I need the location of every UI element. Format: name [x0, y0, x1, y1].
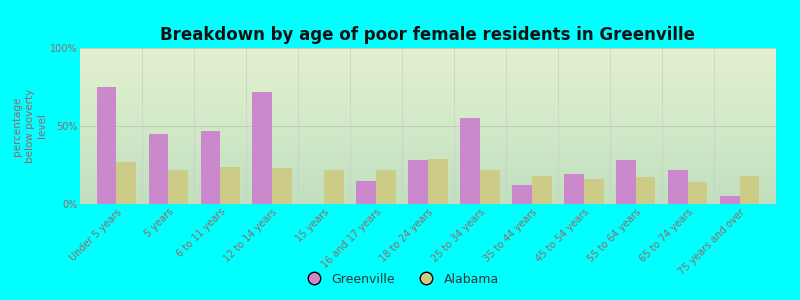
Bar	[324, 170, 344, 204]
Bar	[97, 87, 116, 204]
Bar	[253, 92, 272, 204]
Bar	[668, 170, 688, 204]
Bar	[149, 134, 168, 204]
Bar	[356, 181, 376, 204]
Bar	[584, 179, 603, 204]
Bar	[376, 170, 396, 204]
Bar	[272, 168, 292, 204]
Bar	[636, 178, 655, 204]
Bar	[740, 176, 759, 204]
Bar	[688, 182, 707, 204]
Bar	[408, 160, 428, 204]
Bar	[564, 174, 584, 204]
Bar	[512, 185, 532, 204]
Bar	[460, 118, 480, 204]
Bar	[720, 196, 740, 204]
Bar	[480, 170, 500, 204]
Bar	[116, 162, 136, 204]
Title: Breakdown by age of poor female residents in Greenville: Breakdown by age of poor female resident…	[161, 26, 695, 44]
Bar	[220, 167, 240, 204]
Legend: Greenville, Alabama: Greenville, Alabama	[296, 268, 504, 291]
Bar	[532, 176, 552, 204]
Bar	[201, 131, 220, 204]
Y-axis label: percentage
below poverty
level: percentage below poverty level	[12, 89, 47, 163]
Bar	[616, 160, 636, 204]
Bar	[428, 159, 448, 204]
Bar	[168, 170, 188, 204]
